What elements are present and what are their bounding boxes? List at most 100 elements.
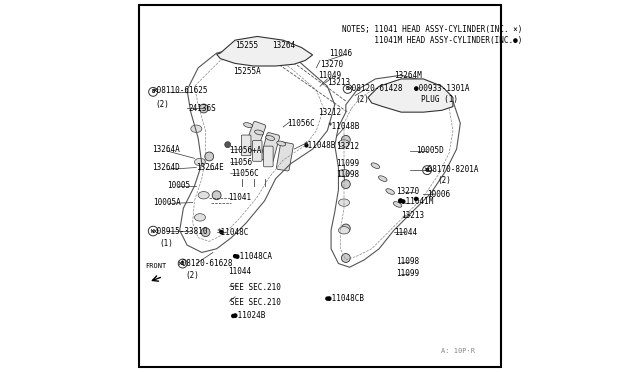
Text: SEE SEC.210: SEE SEC.210 [230,283,280,292]
Ellipse shape [255,130,264,135]
Circle shape [205,152,214,161]
Text: 13213: 13213 [328,78,351,87]
Text: 13264A: 13264A [152,145,180,154]
Text: ●00933-1301A: ●00933-1301A [414,84,470,93]
Ellipse shape [195,214,205,221]
Ellipse shape [339,199,349,206]
Text: W: W [152,228,155,234]
Circle shape [212,191,221,200]
Text: 11044: 11044 [394,228,417,237]
Text: 11056C: 11056C [287,119,314,128]
Ellipse shape [195,158,205,166]
Text: (2): (2) [437,176,451,185]
FancyBboxPatch shape [241,135,251,156]
Ellipse shape [191,125,202,132]
Text: 11098: 11098 [396,257,419,266]
Text: 10006: 10006 [427,190,450,199]
Text: 10005D: 10005D [416,147,444,155]
Text: 15255A: 15255A [233,67,261,76]
Text: (2): (2) [185,271,199,280]
Text: (2): (2) [355,96,369,105]
Ellipse shape [339,140,349,147]
Text: ●11041M: ●11041M [401,197,434,206]
Text: 13270: 13270 [320,60,343,69]
Circle shape [220,230,223,234]
Text: 13213: 13213 [401,211,424,220]
Ellipse shape [371,163,380,169]
Text: (2): (2) [156,100,170,109]
Text: B: B [426,168,429,173]
Text: 13264E: 13264E [196,163,224,172]
Circle shape [225,142,230,148]
Text: PLUG (1): PLUG (1) [420,95,458,104]
FancyBboxPatch shape [260,132,280,162]
Ellipse shape [378,176,387,182]
Ellipse shape [393,202,402,207]
Text: SEE SEC.210: SEE SEC.210 [230,298,280,307]
Circle shape [341,135,350,144]
Ellipse shape [276,141,285,146]
Text: B: B [152,89,155,94]
Text: 11056C: 11056C [232,169,259,177]
Circle shape [400,85,420,106]
Text: 13264M: 13264M [394,71,422,80]
Text: ×08915-33810: ×08915-33810 [152,227,207,235]
Circle shape [414,197,418,201]
Text: 10005: 10005 [167,182,190,190]
Text: 11046: 11046 [329,49,353,58]
Text: 13264D: 13264D [152,163,180,172]
Circle shape [231,314,236,318]
Text: 10005A: 10005A [153,198,181,207]
Ellipse shape [266,135,275,141]
Circle shape [411,84,419,92]
Text: 13264: 13264 [272,41,295,50]
Text: A: 10P·R: A: 10P·R [441,348,475,354]
Circle shape [201,228,210,237]
Text: ●11048CA: ●11048CA [235,251,272,261]
FancyBboxPatch shape [276,142,293,171]
Circle shape [398,198,403,203]
Text: 24136S: 24136S [189,104,217,113]
Text: 11099: 11099 [337,159,360,169]
Text: 11049: 11049 [318,71,341,80]
Circle shape [260,53,265,57]
FancyBboxPatch shape [245,121,266,151]
Text: 13212: 13212 [318,108,341,117]
Text: ×08170-8201A: ×08170-8201A [424,165,479,174]
Polygon shape [216,36,312,66]
Text: 11099: 11099 [396,269,419,278]
Text: ×08120-61628: ×08120-61628 [178,259,234,268]
Text: B: B [181,261,184,266]
Text: 11056: 11056 [230,157,253,167]
Circle shape [341,254,350,262]
Text: 11098: 11098 [337,170,360,179]
Circle shape [252,45,273,65]
Circle shape [233,254,237,259]
Ellipse shape [339,169,349,177]
Circle shape [341,224,350,233]
FancyBboxPatch shape [264,146,273,167]
Ellipse shape [339,227,349,234]
Text: NOTES; 11041 HEAD ASSY-CYLINDER(INC. ×): NOTES; 11041 HEAD ASSY-CYLINDER(INC. ×) [342,25,522,33]
Text: ●11024B: ●11024B [233,311,266,320]
Text: B: B [346,86,349,92]
Text: 11041M HEAD ASSY-CYLINDER(INC.●): 11041M HEAD ASSY-CYLINDER(INC.●) [342,36,522,45]
Text: 11056+A: 11056+A [230,147,262,155]
Text: *11048B: *11048B [303,141,336,150]
Text: 11044: 11044 [228,267,251,276]
Circle shape [325,296,330,301]
Text: ×08110-61625: ×08110-61625 [152,86,207,94]
Text: *11048C: *11048C [216,228,249,237]
Text: ●11048CB: ●11048CB [328,294,364,303]
Text: (1): (1) [159,239,173,248]
FancyBboxPatch shape [252,141,262,161]
Ellipse shape [386,189,394,194]
Text: 13270: 13270 [396,187,419,196]
Circle shape [341,180,350,189]
Polygon shape [368,79,453,112]
Circle shape [408,93,413,98]
Ellipse shape [198,192,209,199]
Text: 15255: 15255 [235,41,258,50]
Circle shape [234,46,247,59]
Circle shape [304,143,308,148]
